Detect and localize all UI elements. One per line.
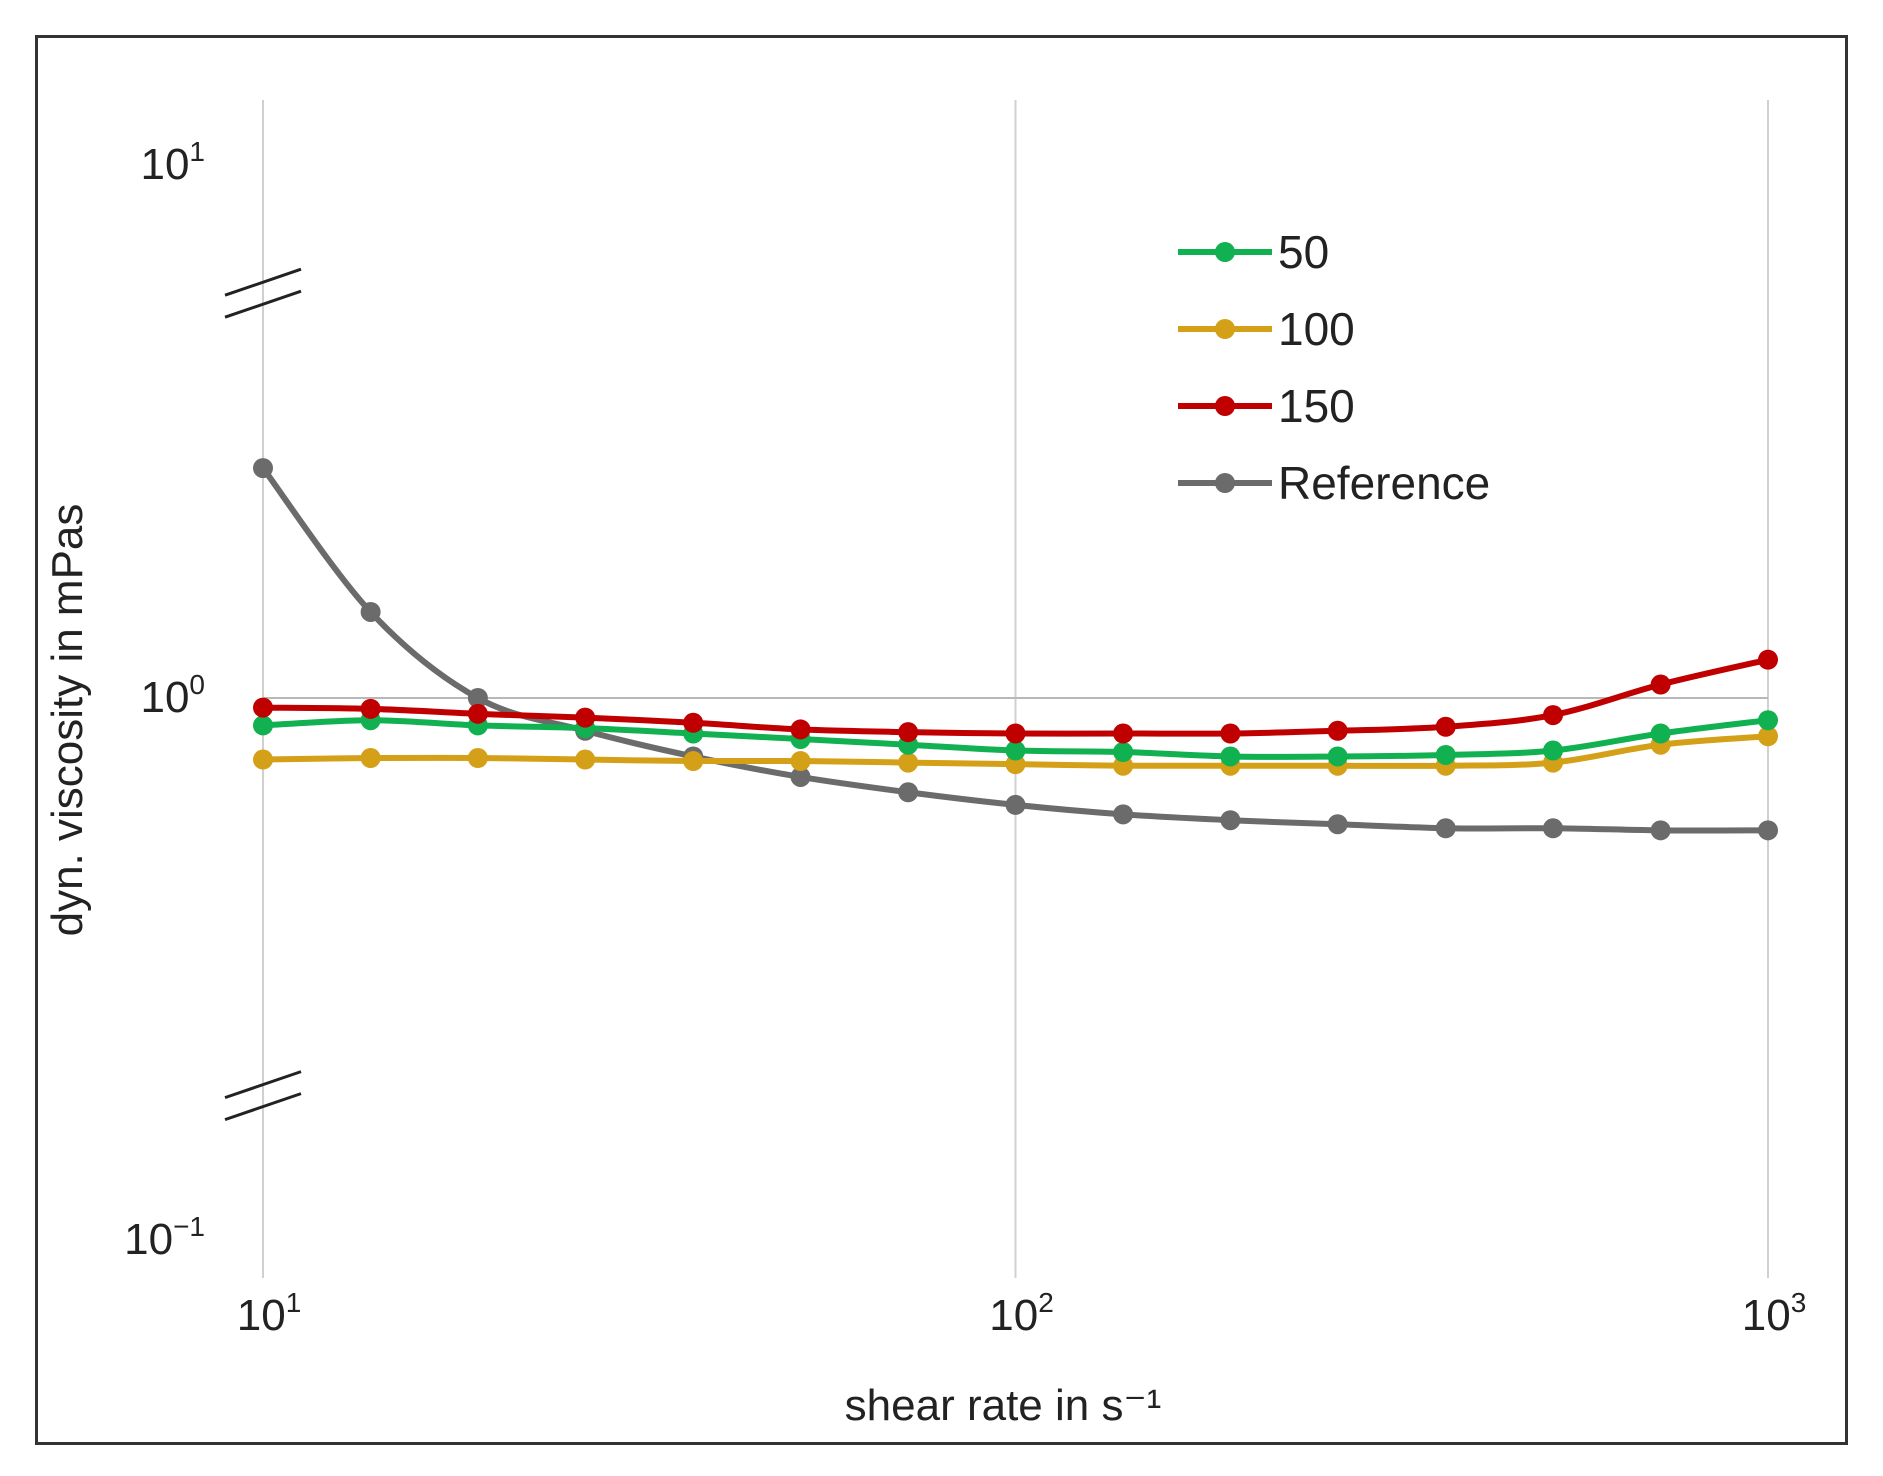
data-point [467,688,488,708]
data-point [1758,649,1778,670]
legend-item: 50 [1178,226,1329,278]
data-point [1543,818,1564,839]
data-point [1758,710,1778,731]
series-150 [253,649,1778,744]
data-point [683,712,704,733]
legend: 50 100 150 Reference [1178,226,1490,509]
legend-swatch-point [1215,473,1235,493]
data-point [790,751,811,772]
legend-label: 50 [1278,226,1329,278]
data-point [253,749,273,770]
axes: 101 102 103 101 100 10−1 [124,100,1806,1340]
data-point [360,698,381,719]
data-point [1650,820,1671,841]
legend-swatch-point [1215,319,1235,339]
data-point [1220,746,1241,767]
data-point [790,766,811,787]
data-point [1435,716,1456,737]
data-point [1113,755,1134,776]
series-reference [253,458,1778,841]
data-point [898,782,919,803]
data-point [467,703,488,724]
axis-break-mark [224,267,302,297]
chart-frame [35,35,1848,1445]
y-tick-label: 100 [140,669,205,722]
data-point [1005,794,1026,815]
legend-item: 100 [1178,303,1355,355]
data-point [1005,740,1026,761]
data-point [1543,705,1564,726]
data-point [360,601,381,622]
data-point [1113,723,1134,744]
series-layer [253,458,1778,841]
data-point [467,747,488,768]
data-point [1435,818,1456,839]
data-point [683,751,704,772]
data-point [1758,820,1778,841]
legend-swatch-point [1215,242,1235,262]
grid [262,100,1769,1278]
data-point [253,458,273,479]
data-point [253,697,273,718]
axis-break-mark [224,1092,302,1122]
y-tick-label: 101 [140,136,205,189]
data-point [1543,740,1564,761]
data-point [790,719,811,740]
legend-label: 100 [1278,303,1355,355]
data-point [1758,726,1778,747]
legend-swatch-point [1215,396,1235,416]
legend-label: Reference [1278,457,1490,509]
y-axis-label: dyn. viscosity in mPas [43,504,92,937]
data-point [253,715,273,736]
data-point [1327,746,1348,767]
data-point [1650,674,1671,695]
data-point [1327,720,1348,741]
data-point [575,707,596,728]
y-tick-label: 10−1 [124,1211,205,1264]
legend-item: Reference [1178,457,1490,509]
x-tick-label: 102 [989,1287,1054,1340]
x-axis-label: shear rate in s⁻¹ [845,1381,1162,1430]
data-point [1327,814,1348,835]
data-point [360,747,381,768]
x-tick-label: 101 [237,1287,302,1340]
axis-break-mark [224,1070,302,1100]
data-point [1650,723,1671,744]
data-point [1220,810,1241,831]
legend-item: 150 [1178,380,1355,432]
data-point [898,722,919,743]
axis-break-mark [224,289,302,319]
data-point [575,749,596,770]
data-point [898,752,919,773]
x-tick-label: 103 [1742,1287,1807,1340]
data-point [1435,744,1456,765]
data-point [1113,742,1134,763]
data-point [1220,723,1241,744]
legend-label: 150 [1278,380,1355,432]
data-point [1005,723,1026,744]
data-point [1113,804,1134,825]
